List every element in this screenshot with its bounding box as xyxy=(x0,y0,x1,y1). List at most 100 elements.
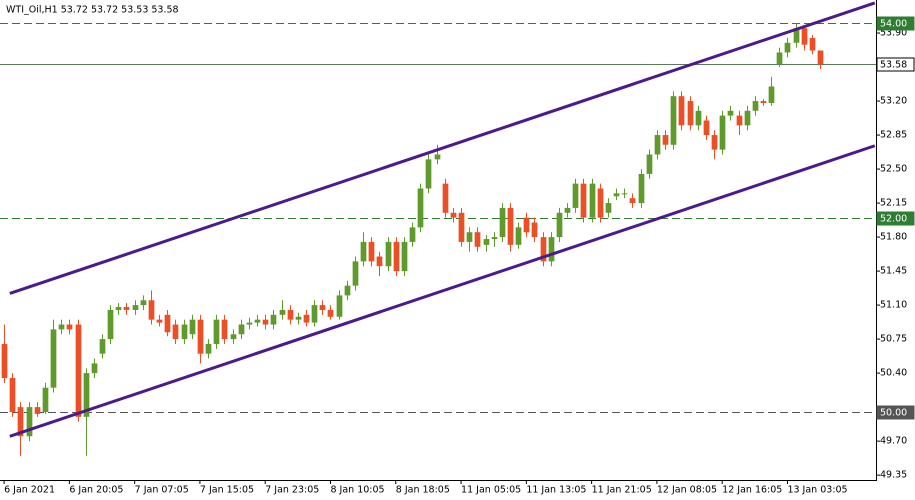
candle-body xyxy=(156,319,163,323)
candle-body xyxy=(466,232,473,242)
candle-body xyxy=(474,232,481,247)
candle-body xyxy=(66,324,73,330)
y-tick-label: 52.85 xyxy=(880,130,907,141)
candle-body xyxy=(401,241,408,272)
candle-body xyxy=(654,135,661,155)
candle-body xyxy=(801,28,808,45)
candle-body xyxy=(393,241,400,272)
x-tick-label: 12 Jan 08:05 xyxy=(657,485,717,496)
candle-body xyxy=(181,324,188,340)
channel-line xyxy=(9,144,876,438)
candle-body xyxy=(148,300,155,320)
candle-body xyxy=(711,135,718,150)
candle-body xyxy=(458,212,465,242)
candle-body xyxy=(515,227,522,245)
candle-body xyxy=(221,319,228,340)
x-tick-label: 7 Jan 15:05 xyxy=(200,485,254,496)
candle-body xyxy=(376,256,383,267)
level-price-label: 52.00 xyxy=(880,214,907,225)
candle-body xyxy=(262,319,269,325)
y-tick-label: 50.40 xyxy=(880,368,907,379)
candle-body xyxy=(197,319,204,354)
candle-body xyxy=(352,261,359,286)
candle-body xyxy=(523,217,530,233)
candle-body xyxy=(368,241,375,262)
x-tick-label: 6 Jan 20:05 xyxy=(69,485,123,496)
candle-body xyxy=(246,322,253,325)
candle-body xyxy=(736,115,743,126)
candle-body xyxy=(336,295,343,317)
level-price-label: 53.58 xyxy=(880,60,907,71)
candle-body xyxy=(311,305,318,323)
candle-body xyxy=(83,373,90,417)
candle-body xyxy=(99,339,106,354)
level-price-label: 50.00 xyxy=(880,408,907,419)
candle-body xyxy=(572,183,579,208)
candle-body xyxy=(417,188,424,228)
candle-body xyxy=(784,42,791,53)
channel-line xyxy=(9,1,876,295)
x-tick-label: 7 Jan 07:05 xyxy=(135,485,189,496)
x-tick-label: 11 Jan 13:05 xyxy=(526,485,586,496)
candle-body xyxy=(238,324,245,335)
candle-body xyxy=(295,316,302,320)
candle-body xyxy=(719,115,726,150)
candle-body xyxy=(75,324,82,417)
candle-body xyxy=(629,198,636,204)
candle-body xyxy=(303,314,310,323)
candle-body xyxy=(695,110,702,126)
candle-body xyxy=(809,37,816,51)
candle-body xyxy=(638,173,645,204)
candle-body xyxy=(425,159,432,189)
candle-body xyxy=(605,203,612,213)
y-tick-label: 52.15 xyxy=(880,198,907,209)
candle-body xyxy=(564,207,571,213)
candle-body xyxy=(34,407,41,414)
candle-body xyxy=(164,314,171,333)
candle-body xyxy=(450,212,457,218)
x-tick-label: 12 Jan 16:05 xyxy=(722,485,782,496)
x-tick-label: 8 Jan 18:05 xyxy=(396,485,450,496)
level-price-label: 54.00 xyxy=(880,19,907,30)
x-tick-label: 8 Jan 10:05 xyxy=(330,485,384,496)
candle-body xyxy=(230,334,237,340)
candle-body xyxy=(434,154,441,160)
candle-body xyxy=(491,237,498,240)
level-price-box xyxy=(876,211,915,226)
candle-body xyxy=(752,101,759,111)
y-tick-label: 52.50 xyxy=(880,164,907,175)
candle-body xyxy=(385,241,392,267)
level-price-box xyxy=(876,405,915,420)
level-price-box xyxy=(876,57,915,72)
candle-body xyxy=(556,212,563,238)
candle-body xyxy=(140,300,147,306)
candle-body xyxy=(499,207,506,238)
candle-body xyxy=(540,237,547,262)
x-tick-label: 13 Jan 03:05 xyxy=(787,485,847,496)
y-tick-label: 51.80 xyxy=(880,232,907,243)
candle-body xyxy=(42,387,49,412)
candle-body xyxy=(442,183,449,213)
candle-body xyxy=(548,237,555,262)
candle-body xyxy=(409,227,416,242)
candle-body xyxy=(597,188,604,218)
x-tick-label: 11 Jan 05:05 xyxy=(461,485,521,496)
candle-body xyxy=(703,120,710,136)
candle-body xyxy=(123,307,130,310)
candle-body xyxy=(115,307,122,310)
candle-body xyxy=(26,407,33,437)
chart-title: WTI_Oil,H1 53.72 53.72 53.53 53.58 xyxy=(6,5,179,16)
candle-body xyxy=(621,193,628,195)
candle-body xyxy=(279,309,286,315)
x-tick-label: 7 Jan 23:05 xyxy=(265,485,319,496)
candle-body xyxy=(793,28,800,43)
candle-body xyxy=(50,329,57,388)
candle-body xyxy=(678,96,685,126)
candle-body xyxy=(287,309,294,320)
candle-body xyxy=(1,343,8,378)
plot-area xyxy=(0,1,876,456)
candle-body xyxy=(172,324,179,340)
x-tick-label: 11 Jan 21:05 xyxy=(592,485,652,496)
